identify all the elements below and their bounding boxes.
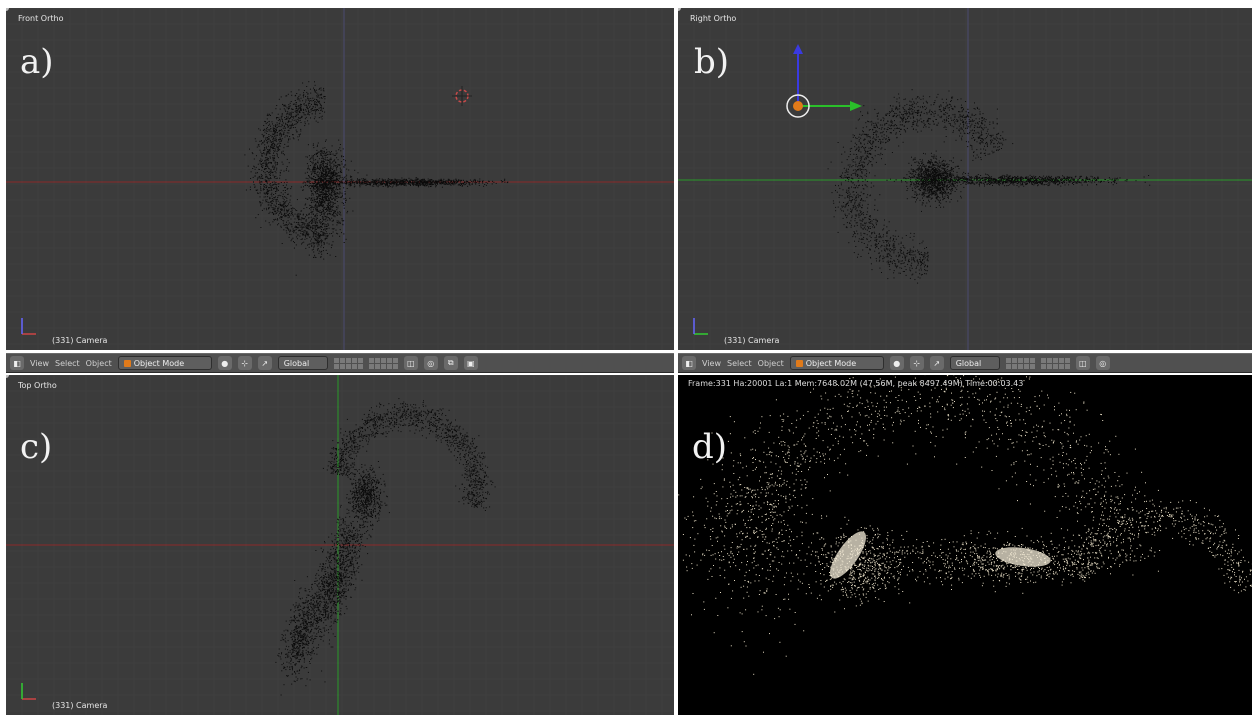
viewport-title: Front Ortho: [18, 14, 64, 23]
viewport-front-ortho[interactable]: Front Ortho a) (331) Camera: [6, 8, 674, 350]
particle-cloud: [244, 81, 509, 276]
layer-buttons[interactable]: [333, 357, 363, 369]
active-object-caption: (331) Camera: [724, 336, 780, 345]
galaxy-core-right: [995, 547, 1051, 567]
viewport-corner-handle[interactable]: [6, 8, 9, 11]
viewport-shading-button[interactable]: ●: [217, 356, 232, 370]
viewport-right-ortho[interactable]: Right Ortho b) (331) Camera: [678, 8, 1252, 350]
particle-canvas-top: [6, 375, 674, 715]
manipulator-toggle[interactable]: ↗: [257, 356, 272, 370]
lock-layers-icon[interactable]: ◫: [403, 356, 418, 370]
viewport-header-toolbar-right: ◧ View Select Object Object Mode ● ⊹ ↗ G…: [678, 353, 1252, 373]
menu-view[interactable]: View: [702, 358, 721, 368]
panel-label-b: b): [694, 42, 730, 82]
panel-label-a: a): [20, 42, 54, 82]
render-stats-text: Frame:331 Ha:20001 La:1 Mem:7648.02M (47…: [688, 379, 1024, 388]
mode-select[interactable]: Object Mode: [117, 356, 212, 370]
menu-view[interactable]: View: [30, 358, 49, 368]
snap-icon[interactable]: ⧉: [443, 356, 458, 370]
lock-layers-icon[interactable]: ◫: [1075, 356, 1090, 370]
panel-label-c: c): [20, 427, 53, 467]
viewport-corner-handle[interactable]: [678, 8, 681, 11]
mode-select-value: Object Mode: [133, 358, 185, 368]
viewport-corner-handle[interactable]: [6, 375, 9, 378]
menu-object[interactable]: Object: [757, 358, 784, 368]
camera-object-icon: [786, 94, 810, 118]
viewport-title: Right Ortho: [690, 14, 737, 23]
galaxy-core-left: [829, 531, 867, 579]
menu-select[interactable]: Select: [54, 358, 80, 368]
editor-type-button[interactable]: ◧: [10, 356, 24, 370]
camera-origin: [793, 101, 803, 111]
viewport-title: Top Ortho: [18, 381, 57, 390]
orientation-select[interactable]: Global: [277, 356, 328, 370]
proportional-edit-icon[interactable]: ◎: [423, 356, 438, 370]
rendered-particles: [678, 375, 1252, 675]
particle-canvas-render: [678, 375, 1252, 675]
viewport-header-toolbar-left: ◧ View Select Object Object Mode ● ⊹ ↗ G…: [6, 353, 674, 373]
orientation-select-value: Global: [955, 358, 982, 368]
active-object-caption: (331) Camera: [52, 701, 108, 710]
menu-select[interactable]: Select: [726, 358, 752, 368]
object-mode-icon: [123, 359, 131, 367]
particle-canvas-front: [6, 8, 674, 350]
object-mode-icon: [795, 359, 803, 367]
manipulator-toggle[interactable]: ↗: [929, 356, 944, 370]
panel-label-d: d): [692, 427, 728, 467]
particle-canvas-right: [678, 8, 1252, 350]
rendered-viewport[interactable]: Frame:331 Ha:20001 La:1 Mem:7648.02M (47…: [678, 375, 1252, 715]
layer-buttons-2[interactable]: [368, 357, 398, 369]
orientation-select-value: Global: [283, 358, 310, 368]
z-arrow-head: [793, 44, 803, 54]
particle-cloud: [275, 398, 496, 696]
layer-buttons[interactable]: [1005, 357, 1035, 369]
grid-lines: [678, 8, 1252, 350]
mode-select[interactable]: Object Mode: [789, 356, 884, 370]
layer-buttons-2[interactable]: [1040, 357, 1070, 369]
particle-cloud: [827, 89, 1151, 284]
mode-select-value: Object Mode: [805, 358, 857, 368]
editor-type-button[interactable]: ◧: [682, 356, 696, 370]
pivot-point-button[interactable]: ⊹: [237, 356, 252, 370]
orientation-select[interactable]: Global: [949, 356, 1000, 370]
proportional-edit-icon[interactable]: ◎: [1095, 356, 1110, 370]
pivot-point-button[interactable]: ⊹: [909, 356, 924, 370]
render-preview-icon[interactable]: ▣: [463, 356, 478, 370]
viewport-shading-button[interactable]: ●: [889, 356, 904, 370]
viewport-top-ortho[interactable]: Top Ortho c) (331) Camera: [6, 375, 674, 715]
menu-object[interactable]: Object: [85, 358, 112, 368]
active-object-caption: (331) Camera: [52, 336, 108, 345]
y-arrow-head: [850, 101, 862, 111]
